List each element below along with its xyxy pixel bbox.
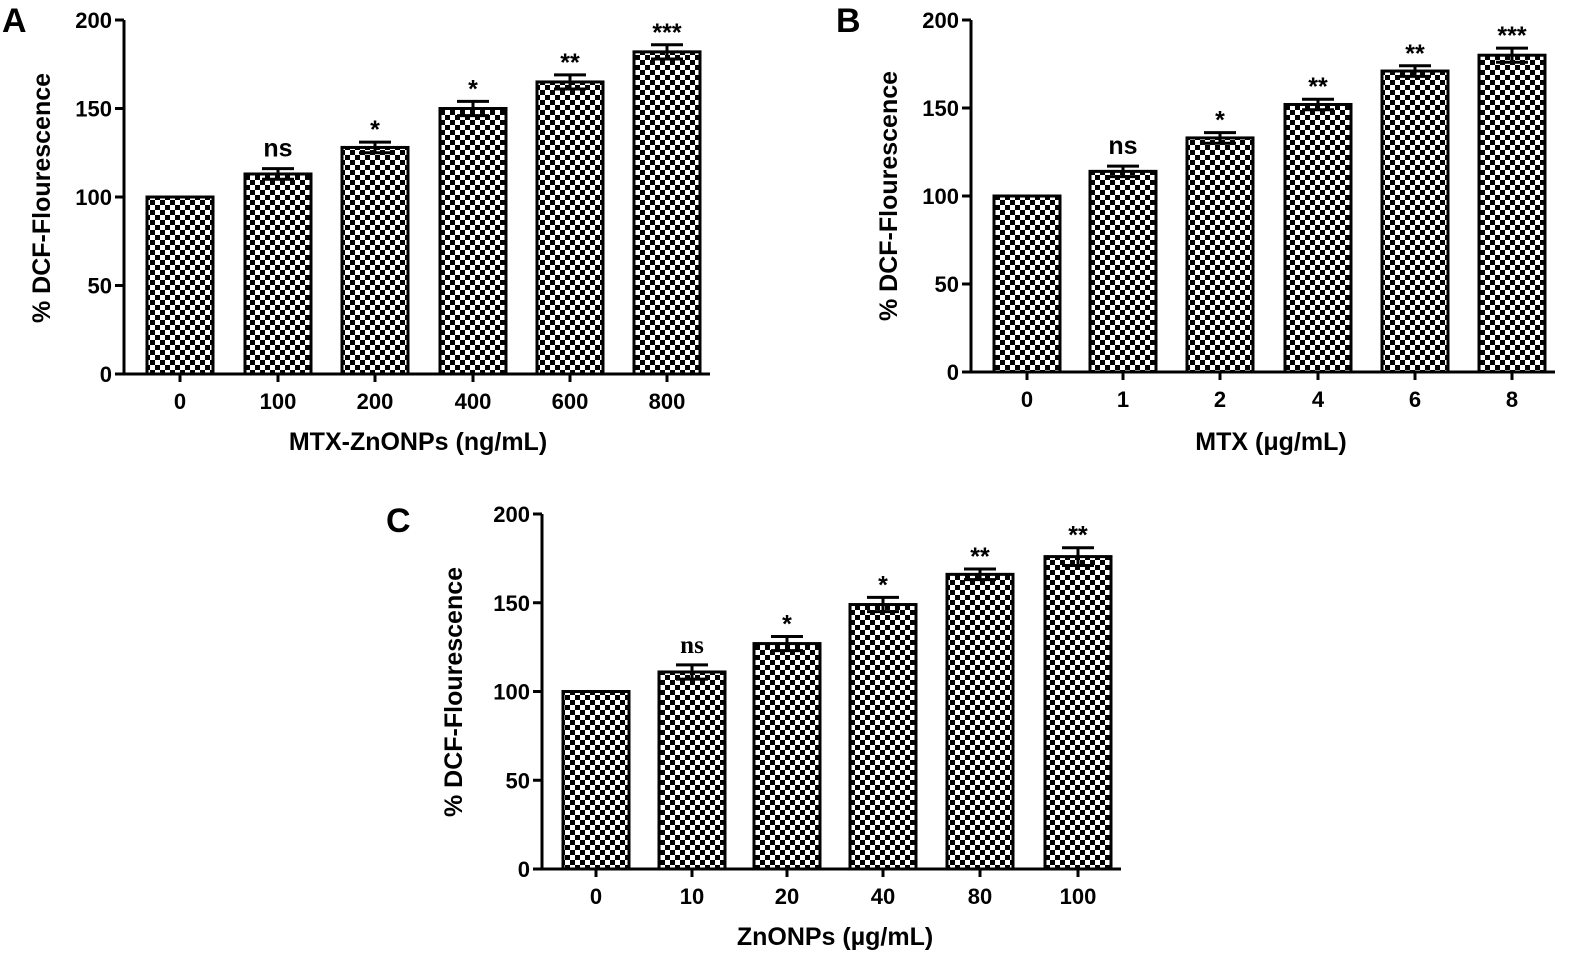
panel-label-c: C [386, 502, 411, 540]
error-bar [457, 99, 489, 118]
error-bar [359, 140, 391, 155]
x-tick-label: 1 [1117, 387, 1129, 412]
y-tick-label: 0 [100, 362, 112, 387]
y-tick-label: 50 [506, 768, 530, 793]
x-tick-label: 0 [590, 884, 602, 909]
bar [1283, 102, 1353, 374]
x-tick-label: 8 [1506, 387, 1518, 412]
error-bar [676, 663, 708, 681]
x-tick-label: 200 [357, 389, 394, 414]
x-tick-label: 800 [649, 389, 686, 414]
significance-label: * [370, 116, 380, 144]
significance-label: ** [560, 49, 580, 77]
x-tick-label: 100 [1060, 884, 1097, 909]
chart-panel-b: B % DCF-Flourescence MTX (μg/mL) 0 ns 1 * 2 *… [836, 2, 1555, 456]
bar [1185, 136, 1255, 374]
error-bar [1204, 131, 1236, 145]
x-tick-label: 10 [680, 884, 704, 909]
bar [632, 50, 702, 376]
x-tick-label: 400 [455, 389, 492, 414]
error-bar [1107, 164, 1139, 179]
error-bar [1399, 64, 1431, 78]
x-tick-label: 4 [1312, 387, 1325, 412]
y-tick-label: 150 [493, 591, 530, 616]
chart-panel-c: C % DCF-Flourescence ZnONPs (µg/mL) 0 ns 1… [386, 502, 1121, 951]
x-axis-title: ZnONPs (µg/mL) [737, 923, 933, 951]
panel-label-b: B [836, 2, 861, 40]
error-bar [1062, 546, 1094, 567]
x-tick-label: 20 [775, 884, 799, 909]
y-tick-label: 200 [75, 8, 112, 33]
x-axis-title: MTX-ZnONPs (ng/mL) [289, 428, 547, 456]
x-tick-label: 40 [871, 884, 895, 909]
y-tick-label: 0 [518, 857, 530, 882]
significance-label: ns [680, 632, 704, 659]
significance-label: * [1215, 107, 1225, 135]
error-bar [867, 595, 899, 614]
y-axis-title: % DCF-Flourescence [440, 567, 468, 817]
bar [1043, 555, 1113, 871]
significance-label: *** [652, 19, 681, 47]
y-tick-label: 150 [75, 97, 112, 122]
bar [1380, 69, 1450, 374]
error-bar [1496, 46, 1528, 64]
significance-label: ** [1068, 522, 1088, 550]
bar [848, 603, 918, 871]
significance-label: ns [263, 135, 292, 163]
significance-label: *** [1497, 22, 1526, 50]
bar [1088, 169, 1158, 374]
significance-label: ** [1308, 73, 1328, 101]
chart-panel-a: A % DCF-Flourescence MTX-ZnONPs (ng/mL) … [2, 2, 710, 456]
panel-label-a: A [2, 2, 27, 40]
y-tick-label: 100 [922, 184, 959, 209]
y-tick-label: 100 [75, 185, 112, 210]
error-bar [554, 73, 586, 91]
bar [340, 145, 410, 376]
x-tick-label: 6 [1409, 387, 1421, 412]
x-tick-label: 2 [1214, 387, 1226, 412]
bar [752, 642, 822, 871]
bar [657, 670, 727, 871]
bar [438, 107, 508, 376]
y-axis-title: % DCF-Flourescence [875, 71, 903, 321]
significance-label: ns [1108, 132, 1137, 160]
bar [535, 80, 605, 376]
error-bar [651, 43, 683, 61]
significance-label: * [468, 75, 478, 103]
x-tick-label: 0 [174, 389, 186, 414]
bar [1477, 53, 1547, 374]
bar [561, 690, 631, 871]
y-tick-label: 0 [947, 360, 959, 385]
y-tick-label: 50 [935, 272, 959, 297]
error-bar [262, 167, 294, 181]
y-tick-label: 200 [922, 8, 959, 33]
x-tick-label: 0 [1021, 387, 1033, 412]
significance-label: * [782, 610, 792, 638]
y-axis-title: % DCF-Flourescence [28, 73, 56, 323]
significance-label: * [878, 571, 888, 599]
significance-label: ** [1405, 40, 1425, 68]
y-tick-label: 50 [88, 274, 112, 299]
bar [992, 194, 1062, 374]
x-axis-title: MTX (μg/mL) [1195, 428, 1346, 456]
error-bar [964, 567, 996, 582]
x-tick-label: 80 [968, 884, 992, 909]
y-tick-label: 200 [493, 502, 530, 527]
bar [243, 172, 313, 376]
bar [145, 195, 215, 376]
error-bar [771, 634, 803, 653]
significance-label: ** [970, 543, 990, 571]
x-tick-label: 600 [552, 389, 589, 414]
y-tick-label: 100 [493, 680, 530, 705]
x-tick-label: 100 [260, 389, 297, 414]
error-bar [1302, 97, 1334, 112]
y-tick-label: 150 [922, 96, 959, 121]
bar [945, 572, 1015, 871]
